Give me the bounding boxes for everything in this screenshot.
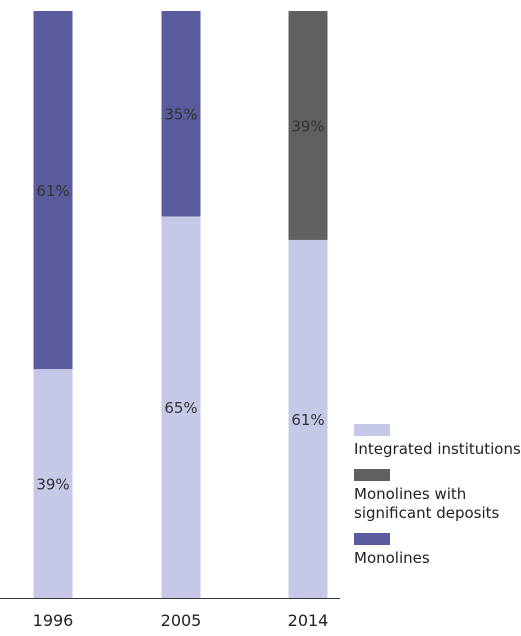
- legend-label-integrated-institutions: Integrated institutions: [354, 440, 521, 458]
- data-label-2014-1: 39%: [291, 117, 324, 135]
- legend-label-monolines: Monolines: [354, 549, 430, 567]
- legend-swatch-integrated-institutions: [354, 424, 390, 436]
- x-tick-label-2005: 2005: [161, 611, 202, 630]
- legend-item-monolines: Monolines: [354, 533, 521, 568]
- data-label-1996-2: 61%: [36, 182, 69, 200]
- legend-swatch-monolines-with-deposits: [354, 469, 390, 481]
- bar-segment-2005-2: [161, 11, 201, 217]
- data-label-1996-0: 39%: [36, 476, 69, 494]
- bar-segment-1996-0: [33, 369, 73, 598]
- legend: Integrated institutions Monolines with s…: [354, 424, 521, 578]
- data-label-2005-2: 35%: [164, 106, 197, 124]
- bar-segment-2014-1: [288, 11, 328, 240]
- legend-item-integrated-institutions: Integrated institutions: [354, 424, 521, 459]
- bar-segment-1996-2: [33, 11, 73, 370]
- data-label-2014-0: 61%: [291, 411, 324, 429]
- bar-segment-2014-0: [288, 239, 328, 598]
- x-tick-label-2014: 2014: [288, 611, 329, 630]
- x-tick-label-1996: 1996: [33, 611, 74, 630]
- bar-segment-2005-0: [161, 216, 201, 598]
- legend-label-monolines-with-deposits: Monolines with significant deposits: [354, 485, 500, 522]
- legend-swatch-monolines: [354, 533, 390, 545]
- data-label-2005-0: 65%: [164, 399, 197, 417]
- legend-item-monolines-with-deposits: Monolines with significant deposits: [354, 469, 521, 523]
